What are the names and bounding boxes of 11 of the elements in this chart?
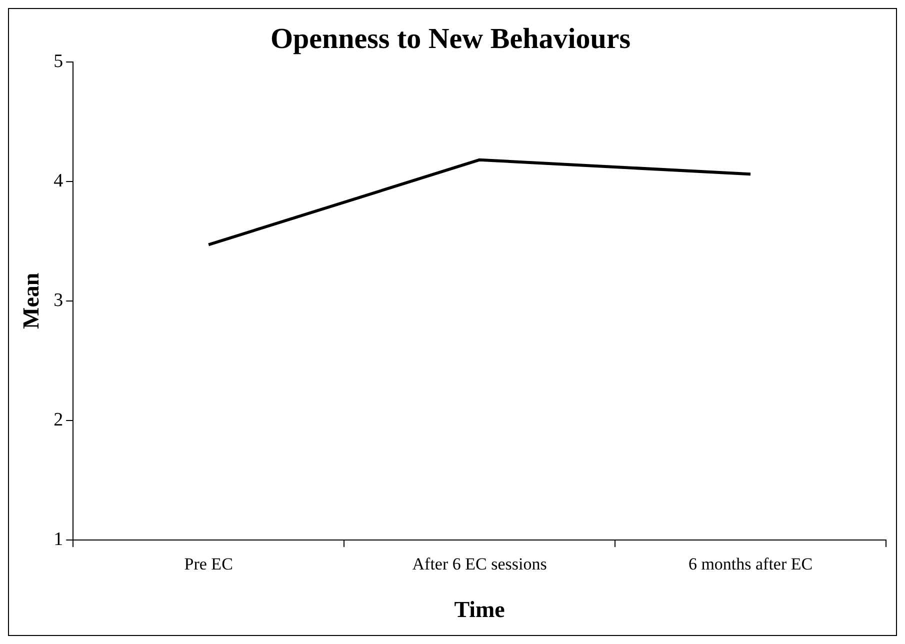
y-tick-label: 4 [54,170,64,192]
x-tick-label: After 6 EC sessions [412,554,547,574]
y-tick-label: 1 [54,528,64,550]
x-tick-label: 6 months after EC [688,554,813,574]
y-tick-label: 3 [54,290,64,311]
chart-title: Openness to New Behaviours [270,22,631,55]
x-tick-label: Pre EC [184,554,233,574]
y-tick-label: 2 [54,409,64,430]
y-axis-title: Mean [18,272,44,330]
y-tick-label: 5 [54,50,64,72]
x-axis-title: Time [454,597,505,622]
